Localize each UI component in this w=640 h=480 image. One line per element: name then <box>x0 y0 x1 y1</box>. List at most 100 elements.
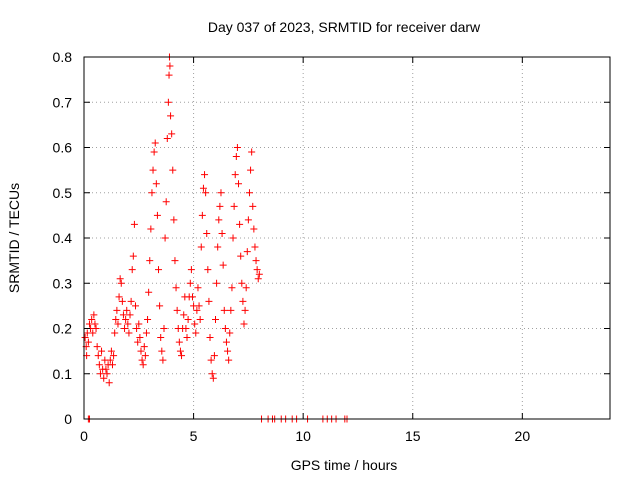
data-point <box>173 306 181 314</box>
data-point <box>160 325 168 332</box>
data-point <box>111 329 119 337</box>
data-point <box>124 320 132 328</box>
data-point <box>214 243 222 251</box>
data-point <box>151 139 159 147</box>
data-point <box>170 216 178 224</box>
data-point <box>225 356 233 364</box>
y-tick-label: 0.3 <box>53 275 73 291</box>
data-point <box>128 266 136 274</box>
data-point <box>121 325 129 332</box>
y-tick-label: 0.2 <box>53 321 73 337</box>
data-point <box>251 243 259 251</box>
data-point <box>162 198 170 206</box>
data-point <box>107 347 115 355</box>
data-point <box>122 315 130 323</box>
data-point <box>237 252 245 260</box>
x-tick-label: 0 <box>80 428 88 444</box>
data-point <box>253 266 261 274</box>
data-point <box>161 234 169 242</box>
data-point <box>207 356 215 364</box>
data-point <box>217 189 225 197</box>
data-point <box>119 311 127 319</box>
data-point <box>192 329 200 337</box>
data-point <box>106 356 114 364</box>
data-point <box>147 225 155 233</box>
data-point <box>201 171 209 179</box>
data-point <box>142 329 150 337</box>
data-point <box>205 297 213 305</box>
data-point <box>168 130 176 138</box>
data-point <box>243 248 251 256</box>
data-point <box>199 184 207 192</box>
data-point <box>220 306 228 314</box>
data-point <box>149 166 157 174</box>
data-point <box>193 306 201 314</box>
data-point <box>134 338 142 346</box>
data-point <box>90 311 98 319</box>
data-point <box>197 243 205 251</box>
data-point <box>105 379 113 387</box>
data-point <box>159 356 167 364</box>
y-tick-label: 0.6 <box>53 140 73 156</box>
x-tick-label: 20 <box>515 428 531 444</box>
data-point <box>126 311 134 319</box>
data-point <box>182 325 190 332</box>
data-point <box>195 302 203 310</box>
data-point <box>93 343 101 351</box>
data-point <box>156 302 164 310</box>
y-axis-ticks: 0 0.1 0.2 0.3 0.4 0.5 0.6 0.7 0.8 <box>53 49 610 427</box>
data-point <box>110 352 118 360</box>
data-point <box>113 306 121 314</box>
data-point <box>240 320 248 328</box>
data-point <box>235 180 243 188</box>
data-point <box>118 297 126 305</box>
data-point <box>108 361 116 369</box>
data-point <box>224 347 232 355</box>
data-point <box>100 374 108 382</box>
x-axis-title: GPS time / hours <box>291 457 398 473</box>
data-point <box>254 275 262 283</box>
data-point <box>148 189 156 197</box>
data-point <box>232 153 240 161</box>
data-point <box>203 229 211 237</box>
data-point <box>216 202 224 210</box>
y-tick-label: 0.8 <box>53 49 73 65</box>
data-point <box>115 293 123 301</box>
data-point <box>219 261 227 269</box>
data-point <box>95 361 103 369</box>
data-point <box>140 343 148 351</box>
data-point <box>171 257 179 265</box>
data-point <box>137 347 145 355</box>
data-point <box>163 134 171 142</box>
data-point <box>191 320 199 328</box>
data-point <box>238 279 246 287</box>
x-tick-label: 15 <box>405 428 421 444</box>
data-point <box>135 320 143 328</box>
data-point <box>236 220 244 228</box>
y-tick-label: 0.4 <box>53 230 73 246</box>
data-point <box>231 171 239 179</box>
data-point <box>81 334 89 342</box>
data-point <box>176 347 184 355</box>
data-point <box>226 329 234 337</box>
data-point <box>206 334 214 342</box>
data-point <box>164 98 172 106</box>
data-point <box>92 325 100 332</box>
data-point <box>229 234 237 242</box>
data-point <box>252 257 260 265</box>
data-point <box>204 266 212 274</box>
data-point <box>209 374 217 382</box>
data-point <box>94 352 102 360</box>
data-point <box>165 71 173 79</box>
data-point <box>184 315 192 323</box>
data-point <box>150 148 158 156</box>
data-point <box>132 302 140 310</box>
data-point <box>175 338 183 346</box>
data-point <box>157 334 165 342</box>
data-point <box>84 338 92 346</box>
data-point <box>138 356 146 364</box>
data-point <box>202 189 210 197</box>
data-point <box>98 347 106 355</box>
data-point <box>227 306 235 314</box>
